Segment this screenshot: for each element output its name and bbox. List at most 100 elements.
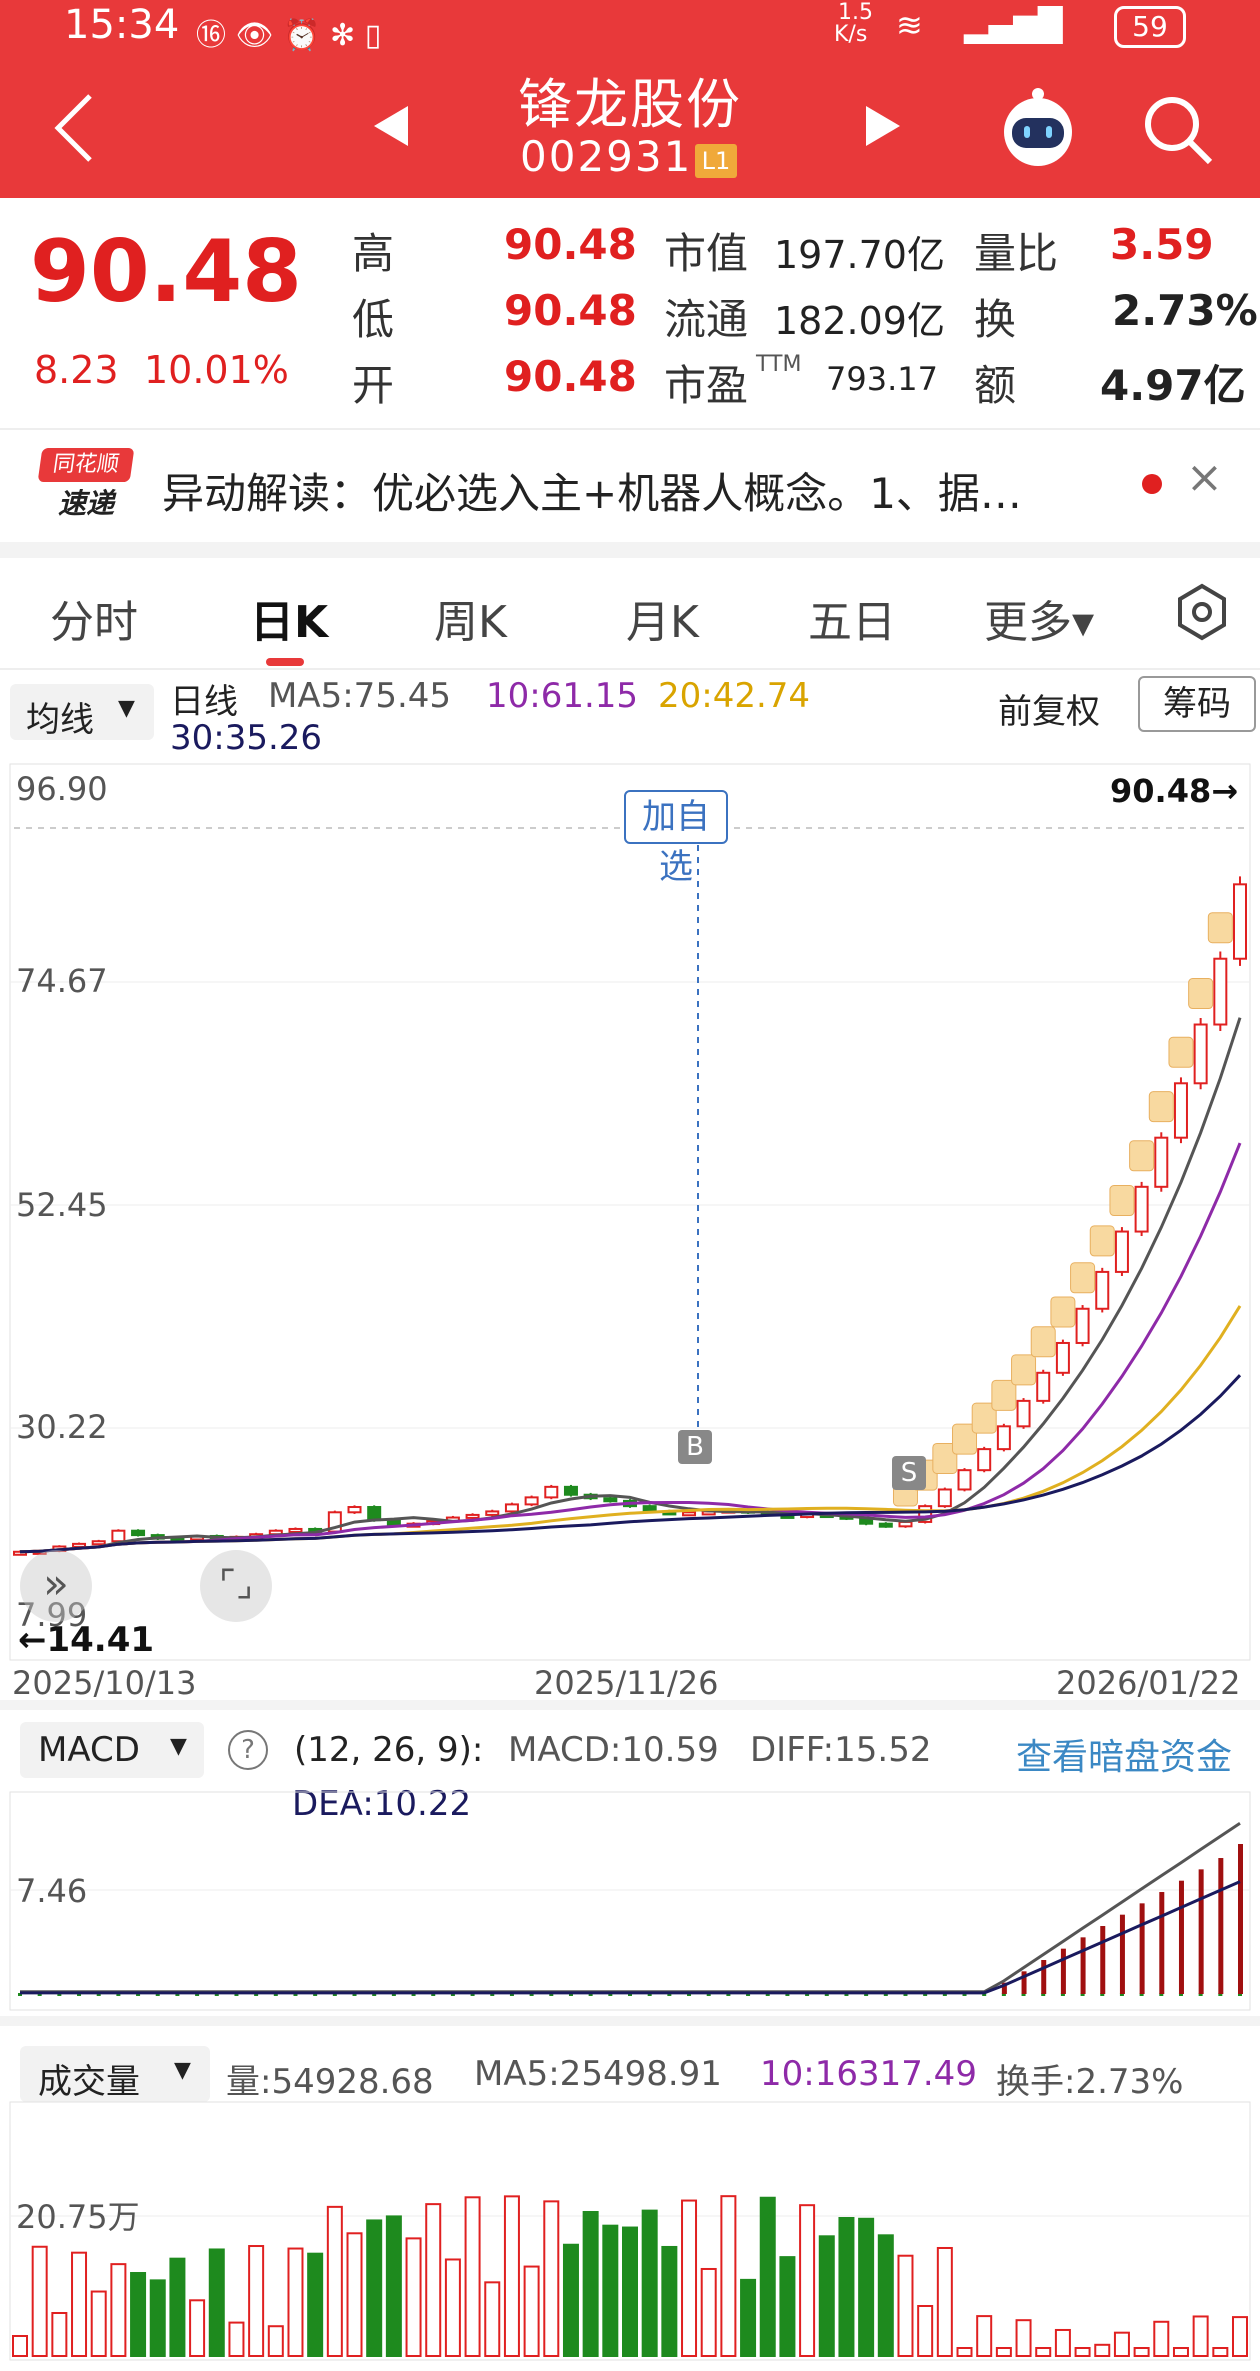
- volume-bar: [1133, 2347, 1150, 2357]
- volume-bar: [858, 2217, 875, 2357]
- macd-bar: [726, 1993, 731, 1996]
- macd-bar: [588, 1993, 593, 1996]
- macd-bar: [667, 1993, 672, 1996]
- ma-select[interactable]: 均线 ▼: [10, 684, 154, 740]
- stat-label-turnover: 换: [974, 295, 1017, 344]
- macd-bar: [1100, 1993, 1105, 1996]
- macd-bar: [470, 1993, 475, 1996]
- volume-bar: [523, 2265, 540, 2357]
- macd-bar: [57, 1993, 62, 1996]
- volume-select[interactable]: 成交量 ▼: [20, 2046, 210, 2102]
- tab-five-day[interactable]: 五日: [808, 597, 896, 648]
- candle-body: [111, 1529, 126, 1543]
- prev-stock-icon[interactable]: [372, 104, 412, 148]
- chip-button[interactable]: 筹码: [1138, 676, 1256, 732]
- macd-chart[interactable]: [0, 1790, 1260, 2012]
- candle-body: [524, 1496, 539, 1506]
- tab-weekly-k[interactable]: 周K: [434, 597, 507, 648]
- unread-dot-icon: [1142, 474, 1162, 494]
- signal-icon: ▂▄▆█: [964, 6, 1063, 44]
- streak-tag: [971, 1402, 997, 1434]
- robot-assistant-icon[interactable]: [996, 86, 1080, 170]
- macd-bar: [77, 1993, 82, 1996]
- volume-chart[interactable]: [0, 2100, 1260, 2362]
- volume-bar: [1054, 2328, 1071, 2358]
- news-text[interactable]: 异动解读：优必选入主+机器人概念。1、据…: [162, 469, 1022, 518]
- stat-value-turnover: 2.73%: [1112, 286, 1258, 335]
- candle-body: [131, 1529, 146, 1537]
- status-bar: 15:34 ⑯ 👁 ⏰ ✻ ▯ 1.5 K/s ≋ ▂▄▆█ 59: [0, 0, 1260, 53]
- stat-value-volratio: 3.59: [1110, 220, 1214, 269]
- close-icon[interactable]: ×: [1186, 452, 1223, 503]
- stat-value-open: 90.48: [504, 352, 637, 401]
- diff-line: [20, 1822, 1241, 1994]
- volume-bar: [720, 2195, 737, 2357]
- stat-value-float: 182.09亿: [774, 299, 945, 343]
- candle-body: [937, 1488, 952, 1508]
- buy-marker[interactable]: B: [678, 1430, 712, 1464]
- dea-value: DEA:10.22: [292, 1784, 472, 1824]
- stat-label-low: 低: [352, 295, 395, 344]
- tab-intraday[interactable]: 分时: [50, 597, 138, 648]
- news-logo-top: 同花顺: [37, 448, 135, 482]
- stock-code: 002931: [520, 132, 693, 181]
- macd-bar: [942, 1993, 947, 1996]
- macd-select[interactable]: MACD ▼: [20, 1722, 204, 1778]
- settings-hex-icon[interactable]: [1172, 582, 1232, 642]
- expand-left-icon[interactable]: »: [20, 1550, 92, 1622]
- streak-tag: [1089, 1225, 1115, 1257]
- sell-marker[interactable]: S: [892, 1456, 926, 1490]
- tab-monthly-k[interactable]: 月K: [626, 597, 699, 648]
- streak-tag: [1011, 1354, 1037, 1386]
- streak-tag: [952, 1423, 978, 1455]
- volume-bar: [130, 2272, 147, 2357]
- search-icon[interactable]: [1140, 92, 1216, 168]
- macd-bar: [1119, 1993, 1124, 1996]
- volume-bar: [425, 2203, 442, 2357]
- add-watchlist-button[interactable]: 加自选: [624, 790, 728, 887]
- back-arrow-icon[interactable]: [48, 88, 98, 168]
- ma30-line: [19, 1374, 1242, 1554]
- dark-pool-link[interactable]: 查看暗盘资金: [1016, 1737, 1233, 1778]
- chevron-down-icon: ▼: [118, 696, 135, 721]
- chevron-down-icon: ▼: [170, 1734, 187, 1759]
- volume-bar: [838, 2216, 855, 2357]
- kline-chart[interactable]: [0, 760, 1260, 1665]
- macd-bar: [1001, 1993, 1006, 1996]
- volume-bar: [405, 2237, 422, 2357]
- macd-bar: [1139, 1993, 1144, 1996]
- ma30-value: 30:35.26: [170, 718, 323, 758]
- streak-tag: [1168, 1036, 1194, 1068]
- section-divider: [0, 1700, 1260, 1710]
- volume-bar: [1232, 2316, 1248, 2358]
- tab-daily-k[interactable]: 日K: [250, 597, 329, 648]
- volume-bar: [71, 2251, 88, 2357]
- macd-bar: [293, 1993, 298, 1996]
- volume-bar: [12, 2335, 28, 2357]
- volume-bar: [779, 2256, 796, 2357]
- help-icon[interactable]: ?: [228, 1730, 268, 1770]
- volume-bar: [307, 2252, 324, 2358]
- fullscreen-icon[interactable]: ⌜⌟: [200, 1550, 272, 1622]
- candle-body: [91, 1540, 106, 1546]
- volume-bar: [484, 2281, 501, 2357]
- macd-bar: [1021, 1993, 1026, 1996]
- candle-body: [288, 1527, 303, 1533]
- tab-more[interactable]: 更多▾: [984, 597, 1095, 648]
- macd-bar: [332, 1993, 337, 1996]
- macd-bar: [254, 1993, 259, 1996]
- volume-select-label: 成交量: [38, 2062, 140, 2102]
- macd-bar: [509, 1993, 514, 1996]
- macd-bar: [431, 1993, 436, 1996]
- macd-bar: [1178, 1880, 1184, 1994]
- macd-bar: [529, 1993, 534, 1996]
- volume-bar: [1212, 2347, 1229, 2357]
- macd-bar: [628, 1993, 632, 1996]
- news-ticker[interactable]: 同花顺 速递 异动解读：优必选入主+机器人概念。1、据… ×: [0, 428, 1260, 558]
- adjust-select[interactable]: 前复权: [998, 692, 1100, 732]
- macd-bar: [18, 1993, 22, 1996]
- stat-label-open: 开: [352, 361, 395, 410]
- next-stock-icon[interactable]: [862, 104, 902, 148]
- macd-bar: [1080, 1937, 1086, 1994]
- y-tick-3: 52.45: [16, 1186, 108, 1224]
